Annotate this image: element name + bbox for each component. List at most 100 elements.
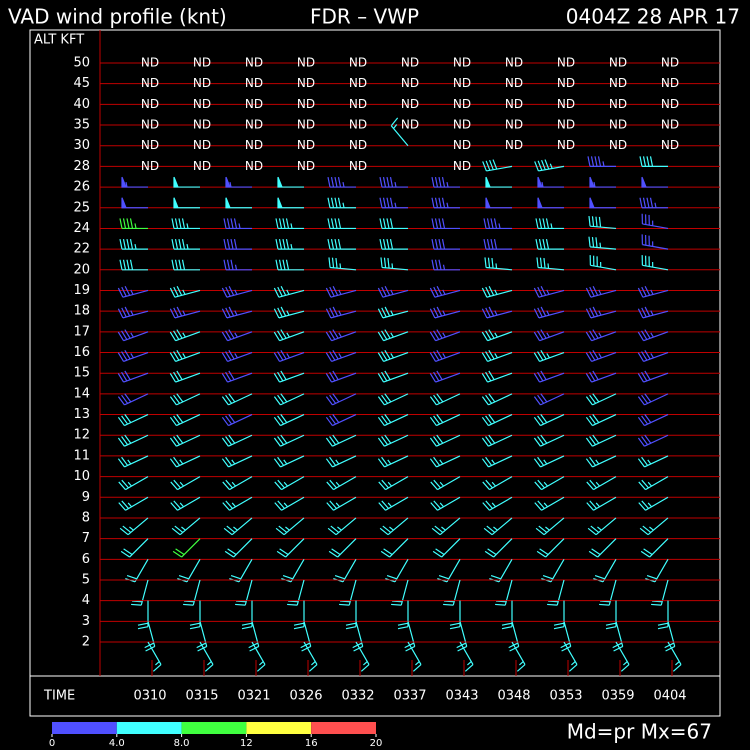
no-data: ND	[141, 138, 159, 152]
wind-barb	[303, 641, 318, 672]
timestamp: 0404Z 28 APR 17	[566, 5, 740, 29]
wind-barb	[221, 370, 253, 383]
no-data: ND	[349, 118, 367, 132]
legend-label: 8.0	[174, 738, 190, 749]
no-data: ND	[245, 138, 263, 152]
wind-barb	[482, 159, 513, 172]
wind-barb	[325, 329, 357, 342]
wind-barb	[585, 393, 617, 406]
alt-label: 26	[73, 180, 90, 195]
no-data: ND	[661, 76, 679, 90]
no-data: ND	[609, 56, 627, 70]
wind-barb	[325, 393, 357, 406]
wind-barb	[585, 285, 617, 298]
wind-barb	[639, 517, 669, 536]
wind-barb	[431, 218, 460, 230]
wind-barb	[117, 349, 149, 362]
wind-barb	[118, 476, 149, 491]
wind-barb	[377, 349, 409, 362]
no-data: ND	[193, 159, 211, 173]
no-data: ND	[297, 138, 315, 152]
wind-barb	[431, 239, 460, 250]
wind-barb	[588, 215, 617, 230]
wind-barb	[173, 197, 200, 209]
time-label: 0321	[237, 689, 270, 704]
no-data: ND	[349, 97, 367, 111]
wind-barb	[536, 538, 565, 558]
wind-barb	[641, 213, 669, 230]
wind-barb	[378, 496, 409, 511]
wind-barb	[585, 306, 617, 319]
alt-label: 11	[73, 448, 90, 463]
no-data: ND	[193, 76, 211, 90]
wind-barb	[171, 239, 200, 250]
time-label: 0359	[601, 689, 634, 704]
wind-barb	[431, 259, 460, 271]
wind-barb	[273, 370, 305, 383]
alt-label: 10	[73, 469, 90, 484]
wind-barb	[119, 239, 148, 250]
wind-barb	[481, 434, 513, 447]
wind-barb	[585, 434, 617, 447]
time-label: 0348	[497, 689, 530, 704]
wind-barb	[221, 393, 253, 406]
no-data: ND	[453, 56, 471, 70]
wind-barb	[325, 285, 357, 298]
wind-barb	[585, 455, 617, 468]
wind-barb	[429, 434, 461, 447]
no-data: ND	[297, 97, 315, 111]
wind-barb	[169, 329, 201, 342]
alt-label: 2	[82, 635, 90, 650]
wind-barb	[222, 496, 253, 511]
wind-barb	[379, 197, 408, 209]
wind-barb	[275, 517, 305, 536]
wind-barb	[533, 306, 565, 319]
wind-barb	[273, 329, 305, 342]
no-data: ND	[505, 138, 523, 152]
alt-label: 9	[82, 490, 90, 505]
wind-barb	[533, 414, 565, 427]
wind-barb	[169, 285, 201, 298]
no-data: ND	[193, 118, 211, 132]
no-data: ND	[193, 97, 211, 111]
alt-label: 50	[73, 56, 90, 71]
alt-label: 28	[73, 159, 90, 174]
wind-barb	[326, 476, 357, 491]
wind-barb	[586, 476, 617, 491]
wind-barb	[117, 329, 149, 342]
no-data: ND	[349, 138, 367, 152]
no-data: ND	[401, 76, 419, 90]
no-data: ND	[557, 56, 575, 70]
wind-barb	[537, 197, 564, 209]
no-data: ND	[609, 76, 627, 90]
wind-barb	[535, 517, 565, 536]
wind-barb	[119, 517, 149, 536]
wind-barb	[586, 496, 617, 511]
wind-barb	[482, 496, 513, 511]
legend-label: 20	[370, 738, 383, 749]
wind-barb	[117, 393, 149, 406]
wind-barb	[429, 329, 461, 342]
wind-barb	[377, 306, 409, 319]
wind-barb	[615, 641, 630, 672]
wind-barb	[459, 641, 474, 672]
wind-barb	[484, 257, 513, 271]
wind-barb	[223, 218, 252, 230]
wind-barb	[325, 414, 357, 427]
wind-barb	[223, 517, 253, 536]
wind-barb	[225, 197, 252, 209]
wind-barb	[534, 496, 565, 511]
no-data: ND	[297, 56, 315, 70]
wind-barb	[274, 476, 305, 491]
wind-barb	[533, 370, 565, 383]
no-data: ND	[453, 159, 471, 173]
wind-barb	[117, 434, 149, 447]
wind-barb	[170, 476, 201, 491]
alt-label: 8	[82, 510, 90, 525]
wind-barb	[537, 176, 564, 188]
no-data: ND	[349, 159, 367, 173]
wind-barb	[637, 434, 669, 447]
no-data: ND	[453, 97, 471, 111]
wind-barb	[533, 349, 565, 362]
wind-barb	[638, 496, 669, 511]
